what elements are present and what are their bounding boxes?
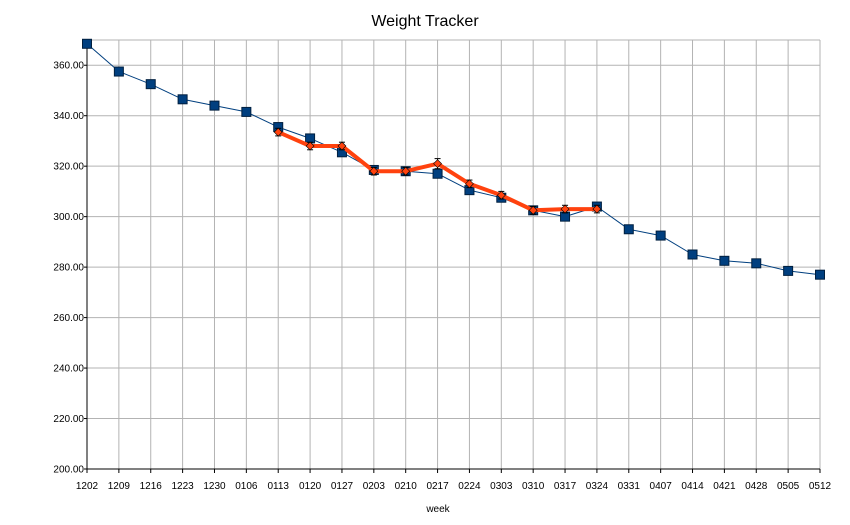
data-point-square — [815, 269, 825, 280]
x-tick-label: 0310 — [522, 481, 545, 492]
x-tick-label: 0331 — [618, 481, 641, 492]
data-point-diamond — [401, 166, 411, 176]
x-tick-label: 0210 — [395, 481, 418, 492]
data-point-square — [209, 100, 220, 111]
y-tick-label: 360.00 — [53, 61, 84, 72]
chart-title: Weight Tracker — [371, 13, 479, 30]
y-tick-label: 340.00 — [53, 111, 84, 122]
data-point-diamond — [465, 179, 474, 189]
y-tick-label: 300.00 — [53, 212, 84, 223]
x-tick-label: 0224 — [458, 481, 481, 492]
y-tick-label: 260.00 — [53, 313, 84, 324]
x-tick-label: 0505 — [777, 481, 800, 492]
x-tick-label: 0414 — [681, 481, 704, 492]
y-tick-label: 200.00 — [53, 465, 84, 476]
data-point-square — [719, 255, 730, 266]
data-point-square — [655, 230, 666, 241]
data-point-diamond — [592, 204, 602, 214]
data-point-diamond — [496, 190, 506, 200]
grid — [86, 39, 821, 470]
x-tick-label: 0203 — [363, 481, 386, 492]
x-tick-label: 0120 — [299, 481, 322, 492]
x-tick-label: 1209 — [108, 481, 131, 492]
data-point-square — [113, 66, 124, 77]
series-1-line — [86, 43, 821, 276]
data-point-square — [177, 94, 188, 105]
x-tick-label: 0317 — [554, 481, 577, 492]
data-point-diamond — [305, 141, 315, 151]
x-tick-label: 0217 — [426, 481, 449, 492]
data-point-diamond — [337, 141, 347, 151]
data-point-diamond — [560, 204, 570, 214]
x-tick-label: 0428 — [745, 481, 768, 492]
series-2 — [273, 127, 602, 215]
x-tick-label: 1216 — [140, 481, 163, 492]
x-axis-ticks: 1202 1209 1216 1223 1230 0106 0113 0120 0127 0203… — [76, 481, 832, 492]
x-tick-label: 0127 — [331, 481, 354, 492]
data-point-square — [751, 258, 762, 269]
y-tick-label: 320.00 — [53, 162, 84, 173]
data-point-square — [623, 224, 634, 235]
x-tick-label: 0303 — [490, 481, 513, 492]
series-1 — [82, 38, 825, 280]
data-point-square — [241, 106, 252, 117]
data-point-diamond — [273, 127, 283, 137]
data-point-diamond — [369, 166, 379, 176]
data-point-square — [82, 38, 92, 49]
x-tick-label: 1223 — [171, 481, 194, 492]
y-tick-label: 240.00 — [53, 364, 84, 375]
x-tick-label: 1230 — [203, 481, 226, 492]
data-point-diamond — [433, 159, 442, 169]
x-axis-label: week — [425, 504, 450, 515]
series-layer — [82, 38, 825, 280]
y-axis-ticks: 200.00 220.00 240.00 260.00 280.00 300.00 320.… — [53, 61, 84, 476]
data-point-diamond — [528, 205, 538, 215]
data-point-square — [432, 168, 443, 179]
y-tick-label: 220.00 — [53, 414, 84, 425]
y-tick-label: 280.00 — [53, 263, 84, 274]
x-tick-label: 0407 — [650, 481, 673, 492]
x-tick-label: 0324 — [586, 481, 609, 492]
x-tick-label: 0421 — [713, 481, 736, 492]
x-tick-label: 1202 — [76, 481, 99, 492]
data-point-square — [783, 265, 794, 276]
x-tick-label: 0512 — [809, 481, 832, 492]
x-tick-label: 0113 — [267, 481, 289, 492]
data-point-square — [687, 249, 698, 260]
data-point-square — [145, 79, 156, 90]
x-tick-label: 0106 — [235, 481, 258, 492]
axes — [84, 40, 821, 473]
